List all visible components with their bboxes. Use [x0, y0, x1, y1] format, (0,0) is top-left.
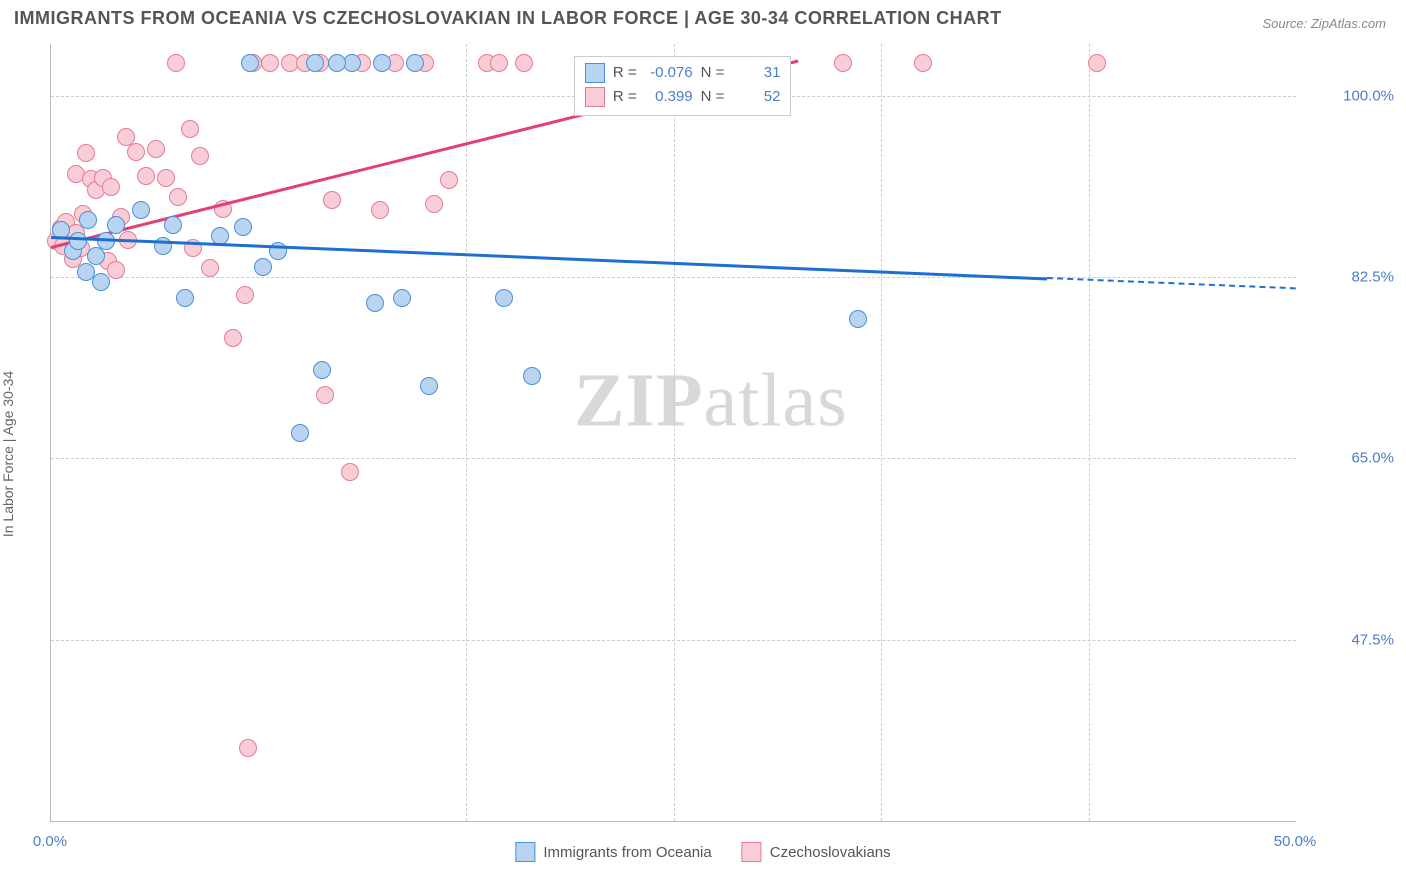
data-point	[291, 424, 309, 442]
data-point	[69, 232, 87, 250]
data-point	[107, 261, 125, 279]
y-tick-label: 65.0%	[1351, 450, 1394, 467]
data-point	[167, 54, 185, 72]
y-tick-label: 82.5%	[1351, 269, 1394, 286]
data-point	[366, 294, 384, 312]
data-point	[495, 289, 513, 307]
data-point	[79, 211, 97, 229]
data-point	[373, 54, 391, 72]
legend-item-pink: Czechoslovakians	[742, 842, 891, 862]
data-point	[515, 54, 533, 72]
trend-line	[51, 236, 1047, 280]
data-point	[77, 144, 95, 162]
data-point	[157, 169, 175, 187]
chart-title: IMMIGRANTS FROM OCEANIA VS CZECHOSLOVAKI…	[14, 8, 1002, 29]
data-point	[316, 386, 334, 404]
stats-swatch-icon	[585, 87, 605, 107]
y-tick-label: 100.0%	[1343, 87, 1394, 104]
x-tick-label: 50.0%	[1274, 833, 1317, 850]
data-point	[849, 310, 867, 328]
stats-n-label: N =	[701, 88, 725, 105]
y-axis-label: In Labor Force | Age 30-34	[0, 371, 16, 537]
y-tick-label: 47.5%	[1351, 631, 1394, 648]
data-point	[107, 216, 125, 234]
data-point	[224, 329, 242, 347]
data-point	[371, 201, 389, 219]
trend-line-dashed	[1047, 277, 1296, 289]
stats-n-label: N =	[701, 64, 725, 81]
legend-swatch-icon	[742, 842, 762, 862]
watermark: ZIPatlas	[574, 358, 848, 445]
stats-r-label: R =	[613, 88, 637, 105]
data-point	[164, 216, 182, 234]
data-point	[132, 201, 150, 219]
data-point	[191, 147, 209, 165]
data-point	[102, 178, 120, 196]
data-point	[341, 463, 359, 481]
data-point	[234, 218, 252, 236]
data-point	[127, 143, 145, 161]
data-point	[1088, 54, 1106, 72]
x-tick-label: 0.0%	[33, 833, 67, 850]
data-point	[834, 54, 852, 72]
data-point	[393, 289, 411, 307]
data-point	[181, 120, 199, 138]
data-point	[137, 167, 155, 185]
legend-swatch-icon	[515, 842, 535, 862]
source-label: Source: ZipAtlas.com	[1262, 16, 1386, 31]
stats-r-label: R =	[613, 64, 637, 81]
data-point	[261, 54, 279, 72]
data-point	[176, 289, 194, 307]
legend-item-blue: Immigrants from Oceania	[515, 842, 711, 862]
data-point	[169, 188, 187, 206]
legend-label: Immigrants from Oceania	[543, 844, 711, 861]
stats-box: R = -0.076 N = 31 R = 0.399 N = 52	[574, 56, 792, 116]
data-point	[241, 54, 259, 72]
data-point	[87, 247, 105, 265]
legend-label: Czechoslovakians	[770, 844, 891, 861]
data-point	[323, 191, 341, 209]
data-point	[254, 258, 272, 276]
data-point	[328, 54, 346, 72]
data-point	[490, 54, 508, 72]
data-point	[306, 54, 324, 72]
legend-bottom: Immigrants from Oceania Czechoslovakians	[515, 842, 890, 862]
data-point	[313, 361, 331, 379]
stats-r-value: -0.076	[645, 64, 693, 81]
data-point	[440, 171, 458, 189]
data-point	[914, 54, 932, 72]
data-point	[92, 273, 110, 291]
data-point	[420, 377, 438, 395]
stats-r-value: 0.399	[645, 88, 693, 105]
stats-swatch-icon	[585, 63, 605, 83]
data-point	[147, 140, 165, 158]
stats-n-value: 52	[732, 88, 780, 105]
stats-n-value: 31	[732, 64, 780, 81]
chart-container: IMMIGRANTS FROM OCEANIA VS CZECHOSLOVAKI…	[0, 0, 1406, 892]
plot-area: ZIPatlas R = -0.076 N = 31 R = 0.399 N = 52	[50, 44, 1296, 822]
data-point	[523, 367, 541, 385]
data-point	[201, 259, 219, 277]
data-point	[425, 195, 443, 213]
data-point	[239, 739, 257, 757]
data-point	[406, 54, 424, 72]
data-point	[236, 286, 254, 304]
